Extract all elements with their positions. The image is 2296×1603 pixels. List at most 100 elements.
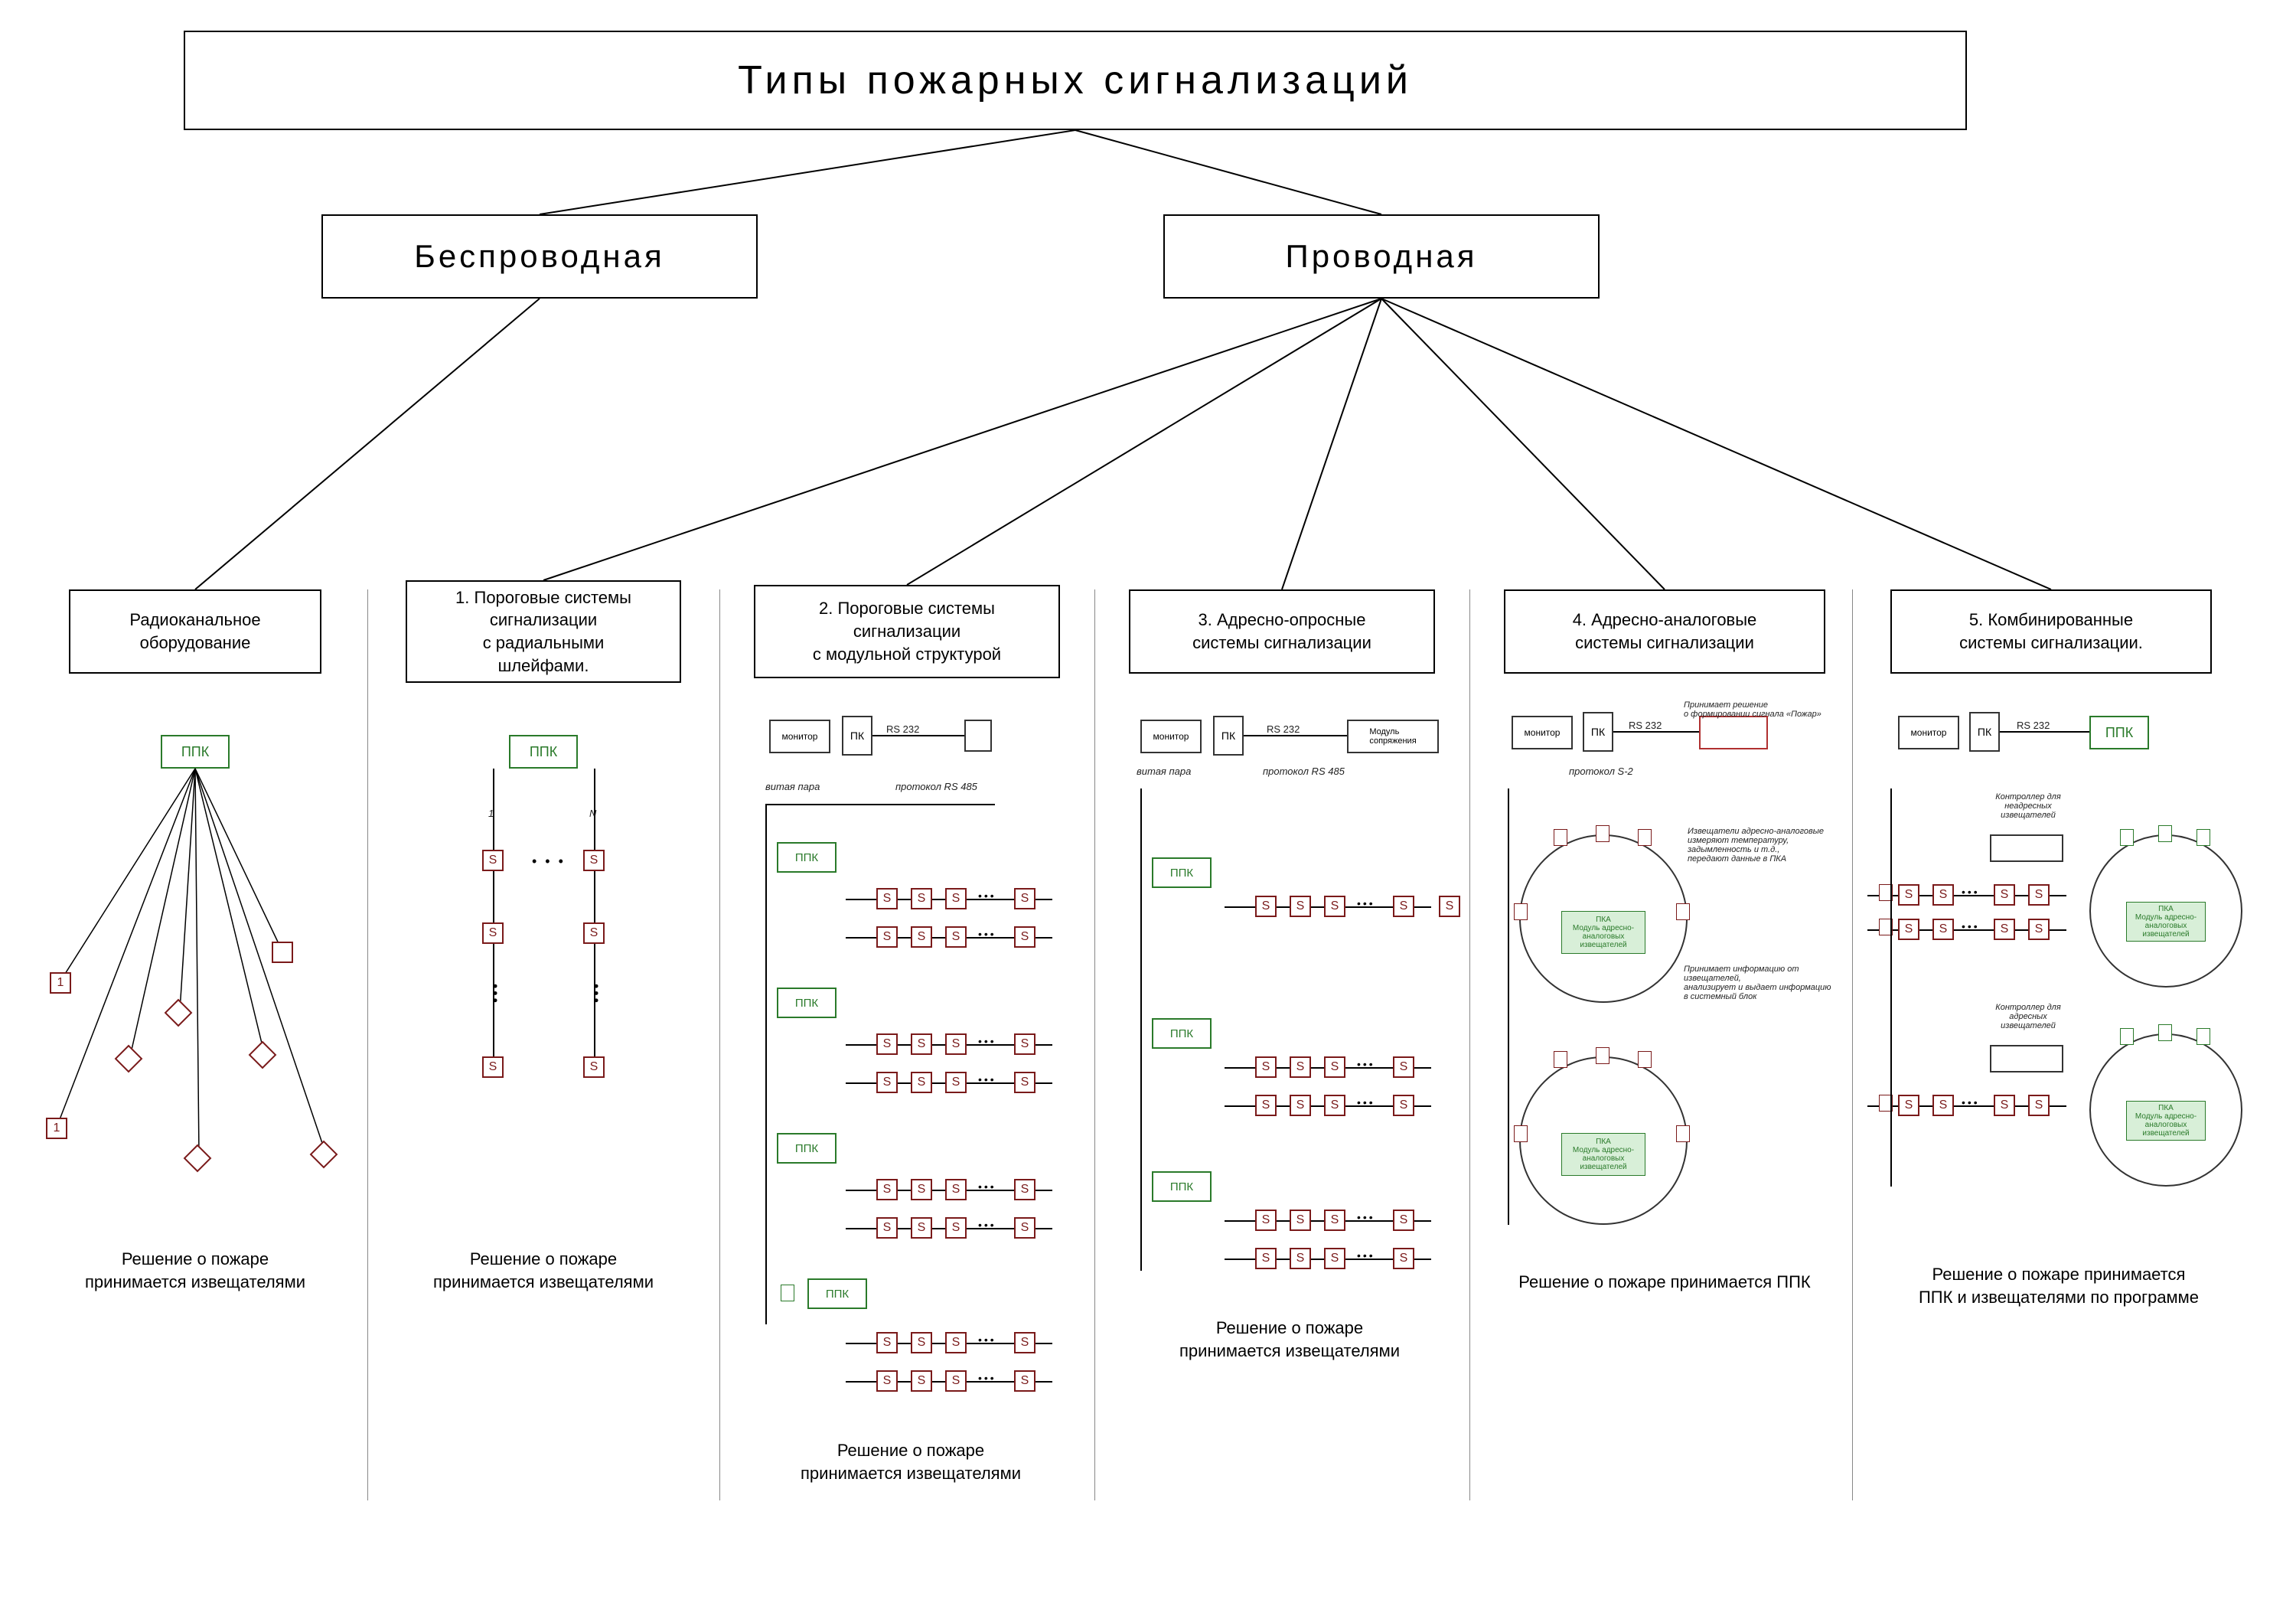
c5-ring-sensor [2158, 1024, 2172, 1041]
row-dots: ••• [978, 1035, 996, 1047]
c5-pk-label: ПК [1978, 726, 1991, 738]
row-s-node: S [1932, 1095, 1954, 1116]
row-s-node: S [1014, 926, 1035, 948]
row-s-node: S [1014, 1033, 1035, 1055]
col-4-label: 4. Адресно-аналоговые системы сигнализац… [1573, 609, 1757, 654]
c4-decisionbox [1699, 716, 1768, 749]
row-s-node: S [1290, 1248, 1311, 1269]
c2-rs232: RS 232 [886, 723, 919, 735]
c2-monitor-label: монитор [782, 731, 818, 742]
row-s-node: S [1290, 896, 1311, 917]
c5-monitor: монитор [1898, 716, 1959, 749]
row-s-node: S [876, 1217, 898, 1239]
c0-rays [0, 689, 367, 1225]
c2-monitor: монитор [769, 720, 830, 753]
c3-rs232: RS 232 [1267, 723, 1300, 735]
row-dots: ••• [978, 1073, 996, 1086]
row-s-node: S [1324, 1095, 1345, 1116]
row-s-node: S [1014, 1370, 1035, 1392]
row-s-node: S [1255, 896, 1277, 917]
c4-ring-sensor [1676, 1125, 1690, 1142]
c5-monitor-label: монитор [1911, 727, 1947, 738]
c5-ring-sensor [2158, 825, 2172, 842]
col-4-header: 4. Адресно-аналоговые системы сигнализац… [1504, 589, 1825, 674]
c5-wire [2000, 731, 2089, 733]
row-dots: ••• [978, 928, 996, 940]
c4-ring-sensor [1596, 825, 1609, 842]
c4-ring-sensor [1638, 1051, 1652, 1068]
c5-mod-label: ПКА Модуль адресно- аналоговых извещател… [2135, 1104, 2197, 1138]
c2-pk-label: ПК [850, 730, 864, 742]
c2-ppk: ППК [777, 1133, 837, 1164]
c1-s: S [482, 1056, 504, 1078]
c5-ctrlbox [1990, 1045, 2063, 1072]
row-s-node: S [1014, 1217, 1035, 1239]
row-s-node: S [1255, 1248, 1277, 1269]
row-s-node: S [1898, 919, 1919, 940]
row-s-node: S [945, 1332, 967, 1353]
c5-ring-sensor [2120, 1028, 2134, 1045]
col-1-caption: Решение о пожаре принимается извещателям… [402, 1248, 685, 1293]
row-s-node: S [911, 1033, 932, 1055]
c2-ppk: ППК [807, 1278, 867, 1309]
row-s-node: S [876, 1072, 898, 1093]
col-1-header: 1. Пороговые системы сигнализации с ради… [406, 580, 681, 683]
c4-ring-sensor [1514, 1125, 1528, 1142]
row-s-node: S [1994, 884, 2015, 906]
row-s-node: S [876, 888, 898, 909]
row-tail-node: S [1439, 896, 1460, 917]
row-s-node: S [911, 926, 932, 948]
c4-pk-label: ПК [1591, 726, 1605, 738]
col-2-header: 2. Пороговые системы сигнализации с моду… [754, 585, 1060, 678]
c1-vdots: ••• [487, 984, 503, 1005]
c1-s: S [583, 850, 605, 871]
c5-ring-sensor [2197, 829, 2210, 846]
row-s-node: S [1014, 888, 1035, 909]
row-dots: ••• [978, 1219, 996, 1231]
c3-proto: протокол RS 485 [1263, 766, 1345, 777]
row-s-node: S [876, 1033, 898, 1055]
c4-pk: ПК [1583, 712, 1613, 752]
c2-bus [765, 804, 767, 1324]
c1-ppk: ППК [509, 735, 578, 769]
c4-side3: Принимает информацию от извещателей, ана… [1684, 965, 1844, 1001]
c4-wire [1613, 731, 1699, 733]
c1-wire [594, 769, 595, 1075]
col-1-label: 1. Пороговые системы сигнализации с ради… [455, 586, 631, 677]
c4-monitor: монитор [1512, 716, 1573, 749]
c3-ppk: ППК [1152, 1171, 1212, 1202]
row-s-node: S [911, 1217, 932, 1239]
c4-ring-sensor [1554, 829, 1567, 846]
c2-proto: протокол RS 485 [895, 781, 977, 792]
row-s-node: S [1290, 1056, 1311, 1078]
c3-ppk: ППК [1152, 1018, 1212, 1049]
row-s-node: S [1290, 1210, 1311, 1231]
col-5-header: 5. Комбинированные системы сигнализации. [1890, 589, 2212, 674]
c5-ppk-label: ППК [2105, 725, 2133, 741]
vsep-2 [719, 589, 720, 1500]
row-s-node: S [1255, 1095, 1277, 1116]
row-s-node: S [876, 926, 898, 948]
c4-ring-sensor [1638, 829, 1652, 846]
c4-bus [1508, 788, 1509, 1225]
row-s-node: S [945, 1072, 967, 1093]
c3-module: Модуль сопряжения [1347, 720, 1439, 753]
row-s-node: S [876, 1370, 898, 1392]
col-0-header: Радиоканальное оборудование [69, 589, 321, 674]
c1-s: S [583, 1056, 605, 1078]
c3-pk: ПК [1213, 716, 1244, 756]
c3-pair: витая пара [1137, 766, 1191, 777]
row-s-node: S [2028, 1095, 2050, 1116]
c5-ctrlbox [1990, 834, 2063, 862]
row-dots: ••• [978, 1334, 996, 1346]
c4-mod-label: ПКА Модуль адресно- аналоговых извещател… [1573, 1138, 1634, 1171]
c2-ppk: ППК [777, 842, 837, 873]
row-dots: ••• [978, 890, 996, 902]
c4-ring-sensor [1514, 903, 1528, 920]
c5-ctrl2: Контроллер для адресных извещателей [1978, 1003, 2078, 1030]
row-s-node: S [945, 926, 967, 948]
c3-module-label: Модуль сопряжения [1369, 727, 1416, 746]
row-s-node: S [876, 1332, 898, 1353]
row-s-node: S [1324, 1210, 1345, 1231]
c1-s: S [583, 922, 605, 944]
